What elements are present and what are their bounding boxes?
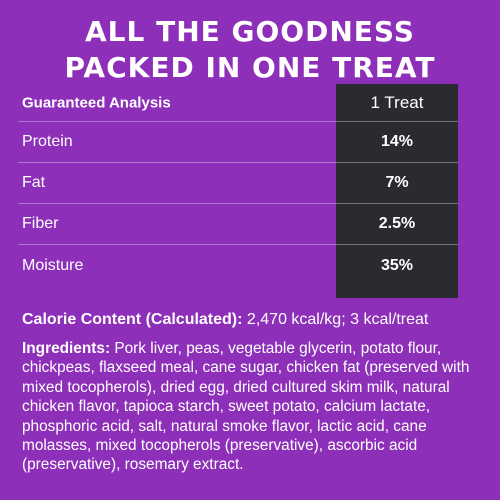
table-row-protein: Protein 14% bbox=[18, 122, 458, 163]
table-row-label: Moisture bbox=[22, 256, 84, 274]
guaranteed-analysis-table: Guaranteed Analysis 1 Treat Protein 14% … bbox=[18, 84, 458, 286]
table-row-value: 2.5% bbox=[378, 215, 416, 232]
calorie-value: 2,470 kcal/kg; 3 kcal/treat bbox=[246, 311, 429, 328]
table-row-label: Fat bbox=[22, 174, 46, 191]
table-header-value: 1 Treat bbox=[370, 92, 424, 112]
table-header-row: Guaranteed Analysis 1 Treat bbox=[18, 84, 458, 122]
table-row-value: 7% bbox=[385, 174, 409, 191]
table-row-label: Protein bbox=[22, 133, 73, 150]
table-row-value: 35% bbox=[380, 256, 414, 274]
table-row-fat: Fat 7% bbox=[18, 163, 458, 204]
calorie-content: Calorie Content (Calculated): 2,470 kcal… bbox=[22, 309, 482, 331]
ingredients-list: Ingredients: Pork liver, peas, vegetable… bbox=[22, 339, 484, 475]
table-row-label: Fiber bbox=[22, 215, 59, 232]
headline: ALL THE GOODNESS PACKED IN ONE TREAT bbox=[0, 14, 500, 86]
headline-line-2: PACKED IN ONE TREAT bbox=[64, 51, 436, 84]
value-column-background bbox=[336, 84, 458, 298]
table-row-moisture: Moisture 35% bbox=[18, 245, 458, 286]
table-row-value: 14% bbox=[380, 133, 414, 150]
table-header-label: Guaranteed Analysis bbox=[22, 94, 171, 111]
ingredients-label: Ingredients: bbox=[22, 340, 111, 357]
ingredients-text: Pork liver, peas, vegetable glycerin, po… bbox=[22, 340, 470, 474]
headline-line-1: ALL THE GOODNESS bbox=[85, 15, 415, 48]
table-row-fiber: Fiber 2.5% bbox=[18, 204, 458, 245]
calorie-label: Calorie Content (Calculated): bbox=[22, 311, 243, 328]
